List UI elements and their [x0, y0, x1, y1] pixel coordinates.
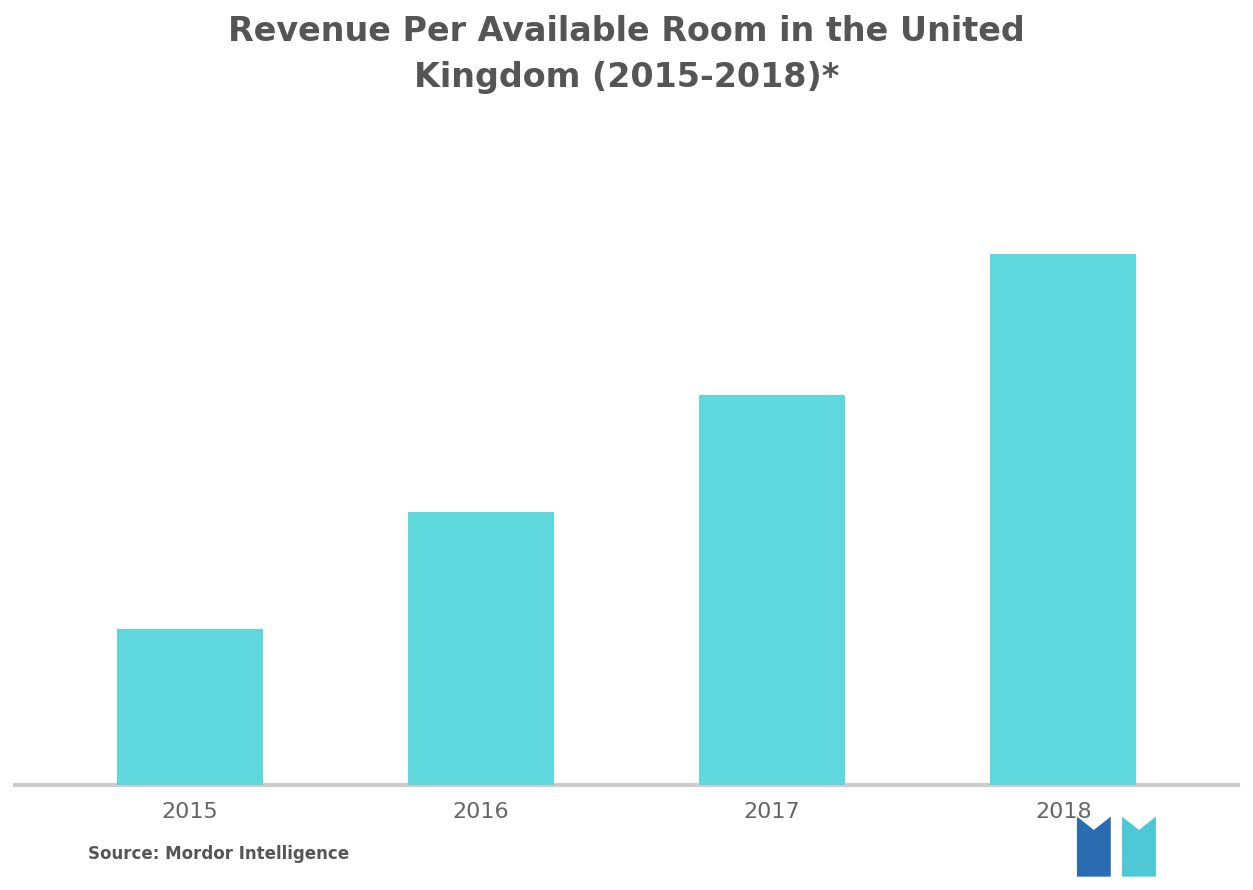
- Text: Source: Mordor Intelligence: Source: Mordor Intelligence: [88, 846, 348, 863]
- Polygon shape: [1123, 817, 1157, 877]
- Bar: [117, 629, 263, 785]
- Bar: [699, 395, 845, 785]
- Polygon shape: [1078, 817, 1111, 877]
- Bar: [990, 255, 1136, 785]
- Title: Revenue Per Available Room in the United
Kingdom (2015-2018)*: Revenue Per Available Room in the United…: [228, 15, 1025, 94]
- Bar: [408, 512, 554, 785]
